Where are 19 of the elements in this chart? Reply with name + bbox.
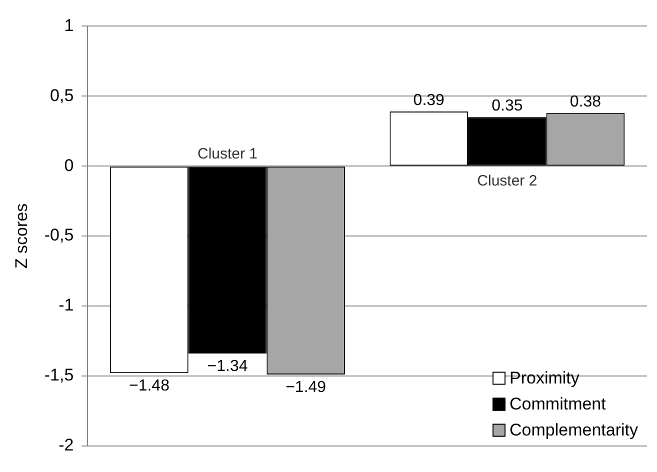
y-tick-label: -1,5 <box>44 366 74 385</box>
data-label: 0.38 <box>570 93 602 110</box>
data-label: −1.48 <box>128 377 170 394</box>
y-tick-label: -2 <box>58 435 74 454</box>
data-label: −1.34 <box>207 358 248 375</box>
data-label: 0.35 <box>492 98 523 115</box>
y-tick-label: 0 <box>64 156 74 175</box>
data-label: −1.49 <box>286 378 326 396</box>
y-tick-label: 0,5 <box>50 86 74 105</box>
y-tick-label: -1 <box>58 296 74 315</box>
legend-label: Complementarity <box>510 420 638 440</box>
y-tick-label: -0,5 <box>44 226 74 245</box>
legend-label: Proximity <box>510 368 580 388</box>
y-axis-title: Z scores <box>12 203 31 269</box>
legend-label: Commitment <box>510 394 606 414</box>
x-tick-label: Cluster 2 <box>477 172 538 190</box>
x-tick-label: Cluster 1 <box>198 146 258 163</box>
y-tick-label: 1 <box>64 16 74 35</box>
data-label: 0.39 <box>413 92 445 109</box>
